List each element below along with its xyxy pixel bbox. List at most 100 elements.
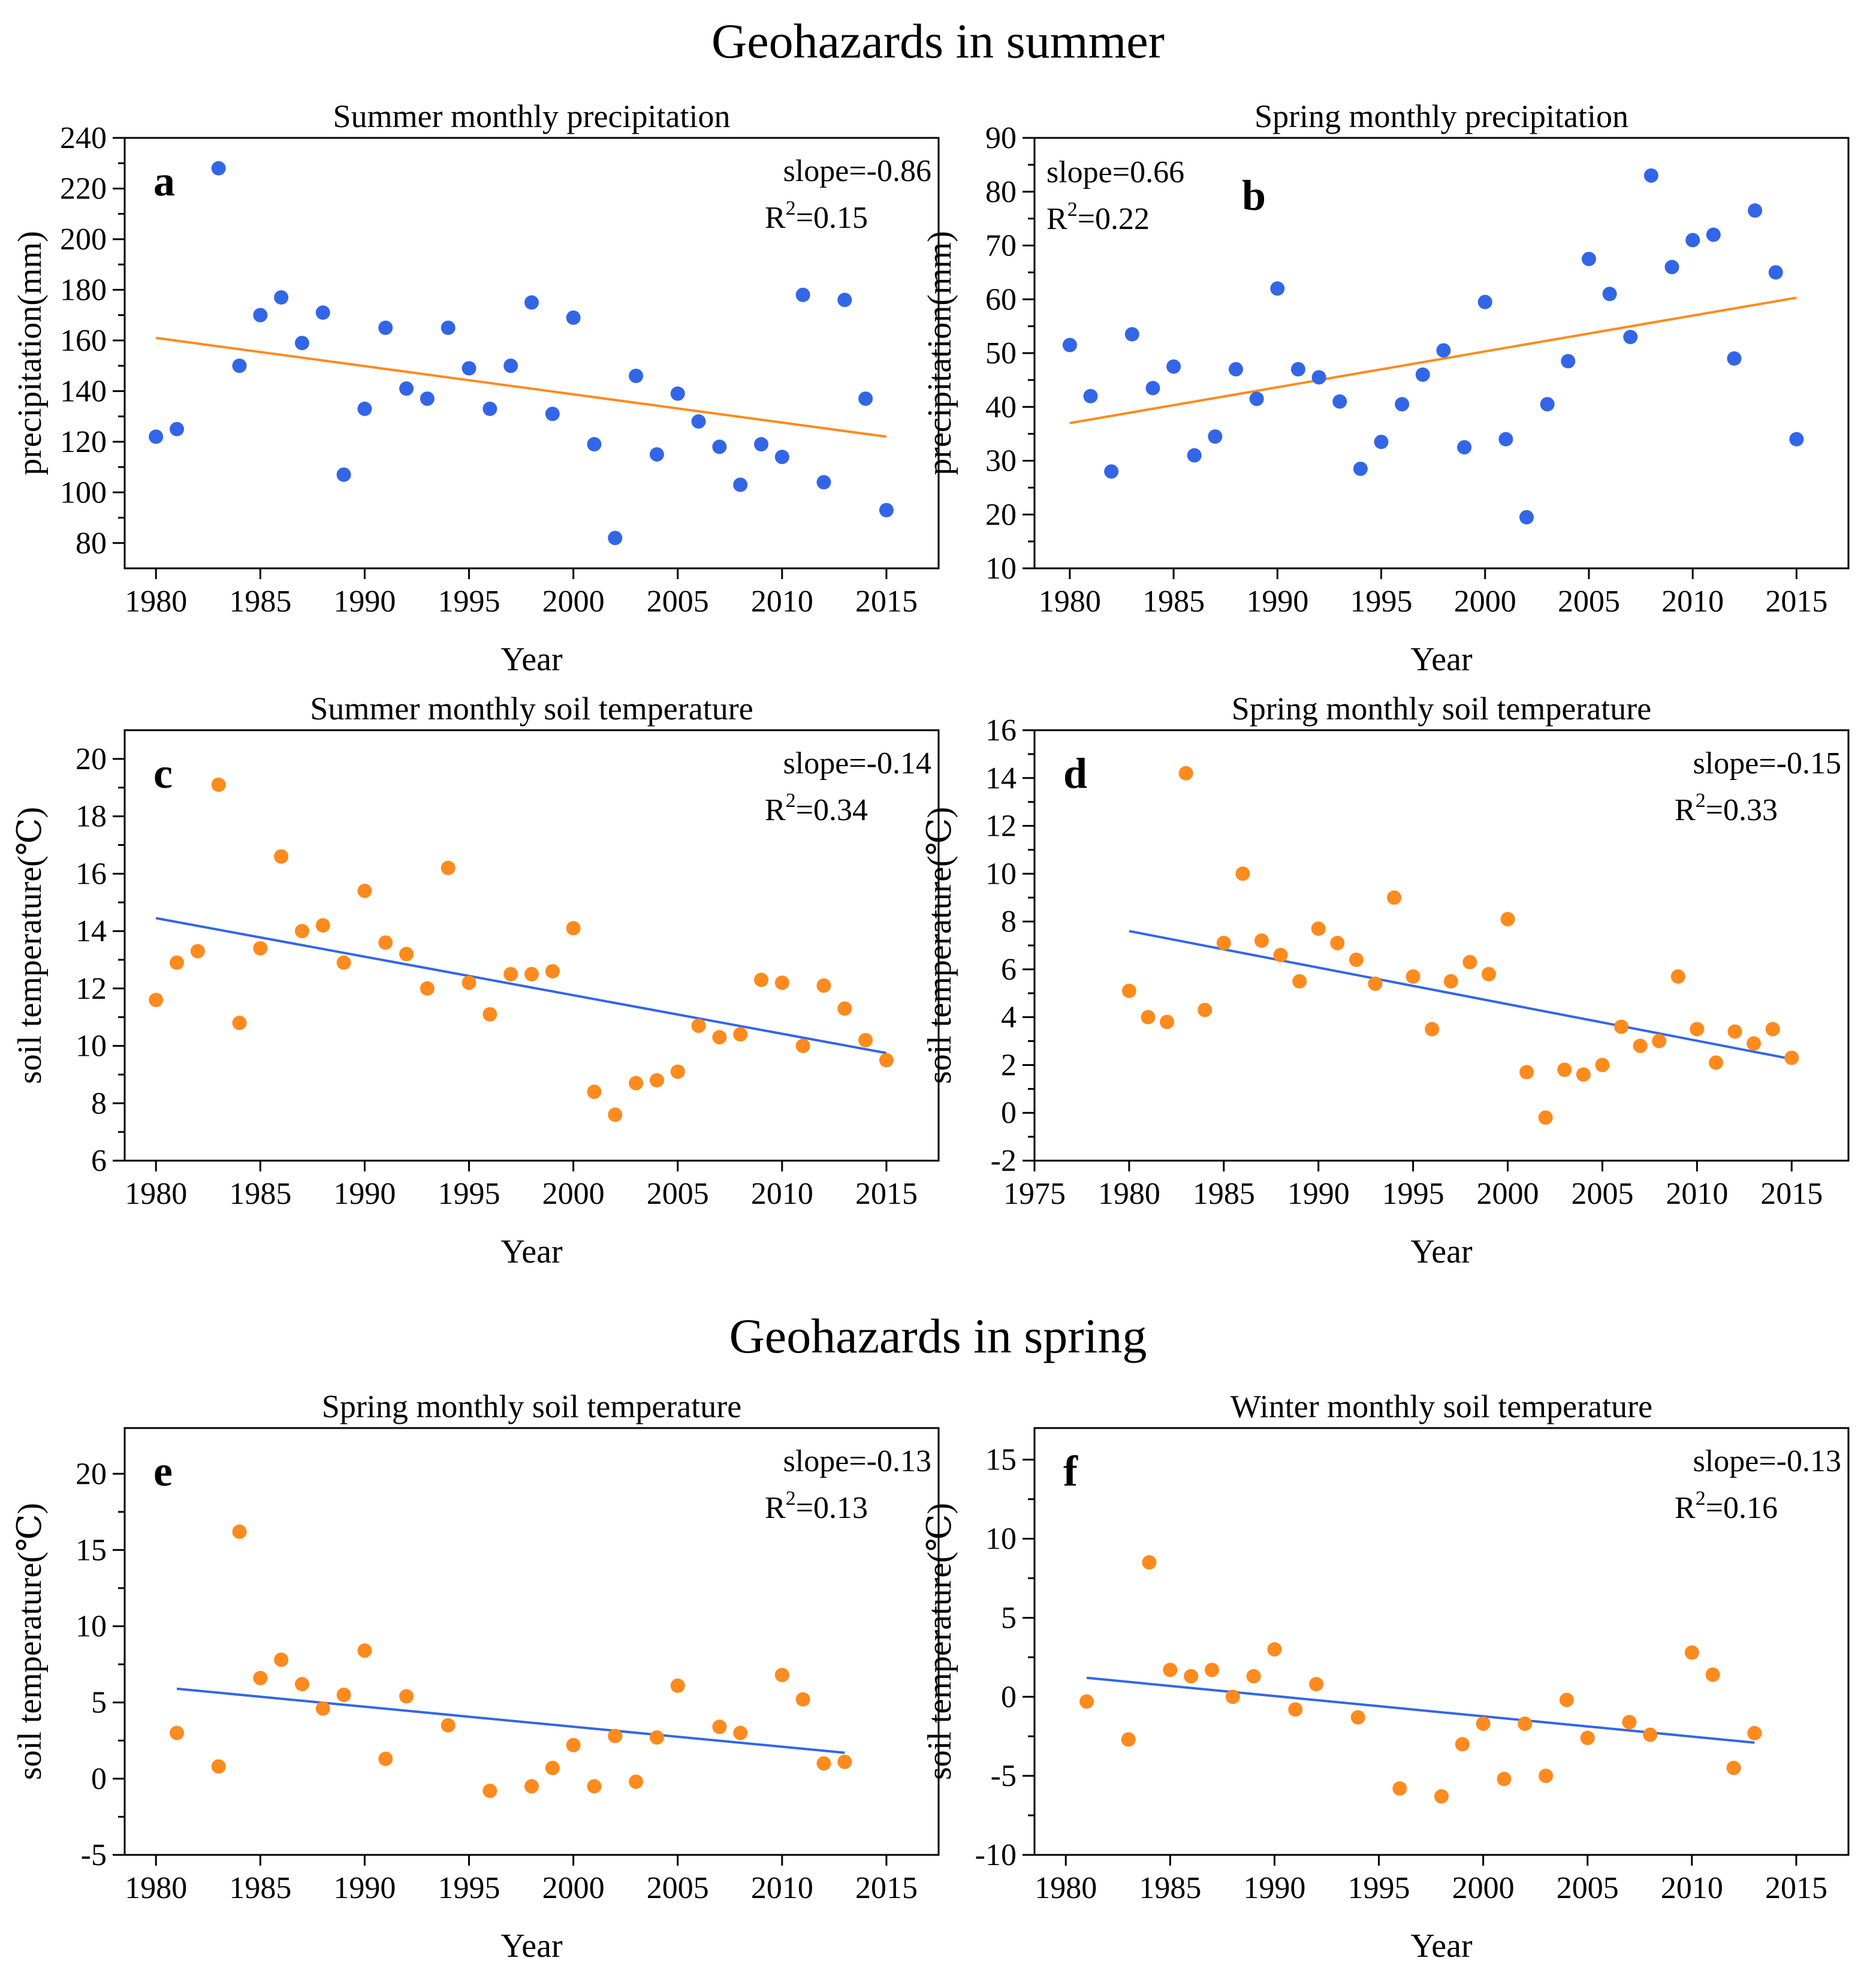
data-point <box>1267 1642 1282 1657</box>
data-point <box>1104 464 1119 479</box>
data-point <box>357 884 372 899</box>
data-point <box>837 1754 852 1769</box>
r-squared-text: R2=0.16 <box>1675 1487 1778 1525</box>
data-point <box>1216 936 1231 951</box>
chart-panel-d: Spring monthly soil temperature 1975 1980 1… <box>921 691 1850 1270</box>
data-point <box>1163 1662 1178 1677</box>
chart-panel-a: Summer monthly precipitation 1980 1985 1990… <box>11 98 940 678</box>
data-point <box>503 966 518 981</box>
data-point <box>190 944 205 959</box>
panel-letter: e <box>153 1447 173 1495</box>
x-axis-label: Year <box>1410 1927 1473 1964</box>
data-point <box>1498 432 1513 447</box>
x-tick-label: 2010 <box>1661 585 1724 619</box>
data-point <box>545 406 560 421</box>
data-point <box>774 450 789 465</box>
data-point <box>1540 397 1555 412</box>
chart-panel-e: Spring monthly soil temperature 1980 1985 1… <box>11 1388 940 1964</box>
data-point <box>858 1032 873 1047</box>
data-point <box>1443 974 1458 989</box>
data-point <box>879 502 894 517</box>
data-point <box>1684 1645 1699 1660</box>
data-point <box>1309 1677 1324 1692</box>
data-point <box>1225 1689 1240 1704</box>
data-point <box>1748 203 1763 218</box>
x-tick-label: 2005 <box>1558 585 1620 619</box>
data-point <box>315 918 330 933</box>
x-tick-label: 1990 <box>333 1177 396 1211</box>
y-tick-label: 60 <box>985 282 1017 317</box>
data-point <box>399 1689 414 1704</box>
data-point <box>795 1692 810 1707</box>
y-tick-label: 16 <box>76 857 107 891</box>
x-tick-label: 1985 <box>1193 1177 1255 1211</box>
data-point <box>1708 1055 1723 1070</box>
panel-title: Spring monthly soil temperature <box>322 1388 741 1424</box>
data-point <box>1311 921 1326 936</box>
x-tick-label: 2000 <box>542 585 605 619</box>
y-tick-label: 2 <box>1001 1048 1017 1082</box>
y-tick-label: 0 <box>91 1762 107 1796</box>
data-point <box>1664 260 1679 275</box>
y-axis-label: soil temperature(℃) <box>11 807 49 1084</box>
data-point <box>399 947 414 962</box>
data-point <box>170 955 185 970</box>
data-point <box>1652 1034 1667 1049</box>
trend-line <box>1086 1676 1755 1744</box>
data-point <box>774 1667 789 1682</box>
x-tick-label: 2000 <box>542 1871 605 1905</box>
data-point <box>1595 1058 1610 1073</box>
data-point <box>420 981 435 996</box>
data-point <box>1198 1002 1213 1017</box>
data-point <box>1292 974 1307 989</box>
x-tick-label: 2005 <box>647 1871 709 1905</box>
data-point <box>608 1728 623 1743</box>
y-tick-label: 6 <box>91 1144 107 1178</box>
data-point <box>1062 338 1077 353</box>
data-point <box>1557 1062 1572 1077</box>
data-point <box>482 401 497 416</box>
panel-letter: c <box>153 749 173 797</box>
section-title-summer: Geohazards in summer <box>711 14 1165 68</box>
data-point <box>1559 1692 1574 1707</box>
y-tick-label: 10 <box>76 1029 107 1064</box>
data-point <box>211 777 226 792</box>
data-point <box>1392 1781 1407 1796</box>
data-point <box>232 1524 247 1539</box>
panel-title: Summer monthly soil temperature <box>310 691 753 727</box>
x-tick-label: 2010 <box>1661 1871 1723 1905</box>
x-tick-label: 1975 <box>1003 1177 1066 1211</box>
data-point <box>1178 766 1193 781</box>
data-point <box>649 1073 664 1088</box>
data-point <box>274 849 289 864</box>
data-point <box>482 1784 497 1799</box>
data-point <box>1166 359 1181 374</box>
data-point <box>1481 966 1496 981</box>
x-tick-label: 1980 <box>125 1871 187 1905</box>
data-point <box>1235 866 1250 881</box>
data-point <box>1142 1555 1157 1570</box>
y-tick-label: 80 <box>985 175 1017 209</box>
data-point <box>232 1016 247 1031</box>
data-point <box>1311 370 1326 385</box>
data-point <box>1415 367 1430 382</box>
x-tick-label: 1980 <box>1034 1871 1097 1905</box>
data-point <box>441 320 456 335</box>
x-tick-label: 1985 <box>1139 1871 1201 1905</box>
data-point <box>1332 394 1347 409</box>
data-point <box>211 161 226 176</box>
y-tick-label: 70 <box>985 229 1017 263</box>
data-point <box>1455 1737 1470 1752</box>
data-point <box>816 1756 831 1771</box>
data-point <box>1124 327 1139 342</box>
x-tick-label: 2010 <box>1666 1177 1728 1211</box>
data-point <box>733 1725 748 1740</box>
data-point <box>1727 351 1742 366</box>
data-point <box>1784 1050 1799 1065</box>
data-point <box>1457 440 1472 455</box>
data-point <box>1406 969 1420 984</box>
data-point <box>336 467 351 482</box>
data-point <box>336 955 351 970</box>
data-point <box>274 290 289 305</box>
